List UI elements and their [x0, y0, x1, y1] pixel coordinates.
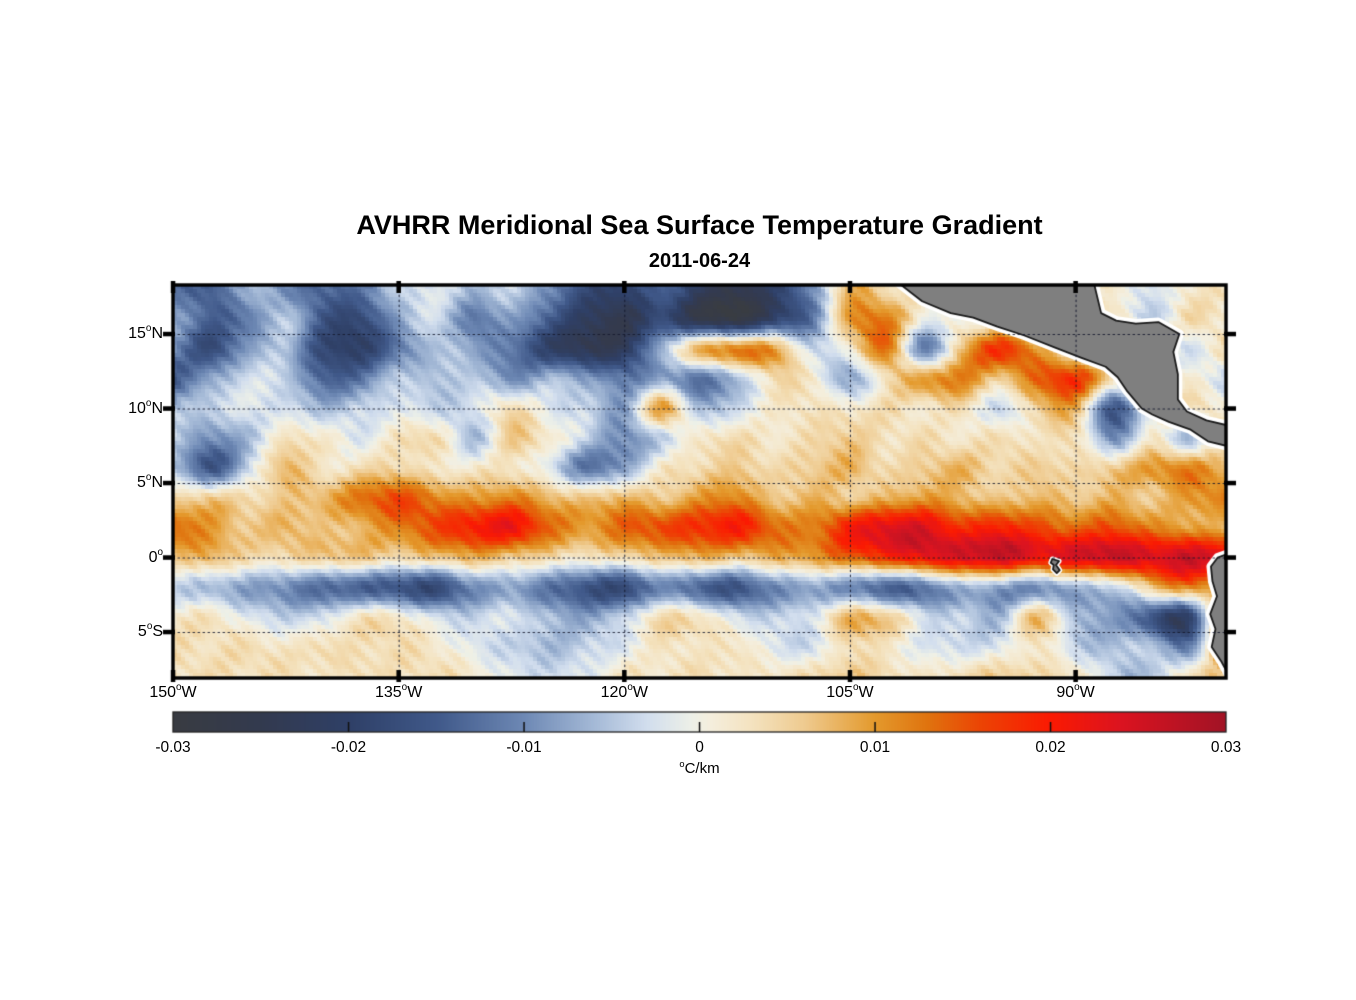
date-subtitle: 2011-06-24 — [648, 250, 751, 272]
lon-tick-label: 135oW — [374, 682, 423, 701]
colorbar-tick-label: -0.02 — [330, 739, 367, 756]
lat-tick-label: 10oN — [128, 397, 163, 417]
lat-tick-label: 0o — [148, 546, 163, 566]
lon-tick-label: 90oW — [1056, 682, 1095, 701]
lon-tick-label: 120oW — [600, 682, 648, 701]
lat-tick-label: 5oN — [137, 472, 163, 491]
chart-title: AVHRR Meridional Sea Surface Temperature… — [356, 210, 1043, 240]
lat-tick-label: 5oS — [137, 621, 163, 640]
lon-tick-label: 105oW — [826, 682, 874, 701]
colorbar-tick-label: 0.02 — [1035, 739, 1066, 756]
colorbar-tick-label: 0 — [695, 739, 704, 756]
colorbar-tick-label: 0.03 — [1210, 739, 1242, 756]
colorbar-tick-label: -0.03 — [155, 739, 191, 756]
colorbar-tick-label: -0.01 — [506, 739, 542, 756]
colorbar-tick-label: 0.01 — [859, 739, 891, 756]
lat-tick-label: 15oN — [128, 323, 163, 342]
lon-tick-label: 150oW — [149, 682, 197, 701]
colorbar-unit-label: oC/km — [679, 758, 720, 777]
